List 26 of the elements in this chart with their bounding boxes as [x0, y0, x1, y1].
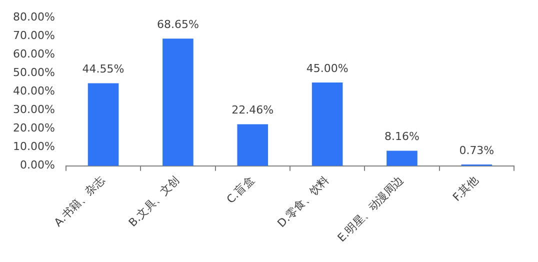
- x-tick-label: F.其他: [450, 173, 481, 204]
- x-tick-label: C.盲盒: [224, 173, 257, 206]
- bar: [162, 38, 194, 166]
- data-label: 45.00%: [306, 62, 348, 75]
- y-tick-label: 60.00%: [12, 48, 55, 61]
- x-tick-label: A.书籍、杂志: [52, 173, 108, 230]
- data-label: 44.55%: [82, 62, 124, 76]
- y-tick-label: 20.00%: [12, 122, 55, 135]
- y-tick-label: 70.00%: [12, 28, 55, 42]
- y-tick-label: 50.00%: [12, 66, 55, 80]
- x-tick-label: D.零食、饮料: [274, 173, 332, 230]
- bar: [312, 82, 343, 166]
- y-tick-label: 40.00%: [12, 84, 55, 98]
- y-tick-label: 10.00%: [12, 140, 55, 154]
- bar: [237, 124, 268, 166]
- y-tick-label: 80.00%: [12, 10, 55, 24]
- data-label: 8.16%: [384, 130, 420, 144]
- y-tick-label: 0.00%: [20, 158, 55, 172]
- data-label: 22.46%: [232, 104, 274, 117]
- data-label: 68.65%: [156, 18, 199, 31]
- data-label: 0.73%: [459, 144, 494, 157]
- bar: [88, 83, 119, 166]
- y-tick-label: 30.00%: [12, 103, 55, 116]
- x-tick-label: B.文具、文创: [126, 173, 182, 230]
- bar: [386, 150, 418, 166]
- x-tick-label: E.明星、动漫周边: [335, 173, 406, 244]
